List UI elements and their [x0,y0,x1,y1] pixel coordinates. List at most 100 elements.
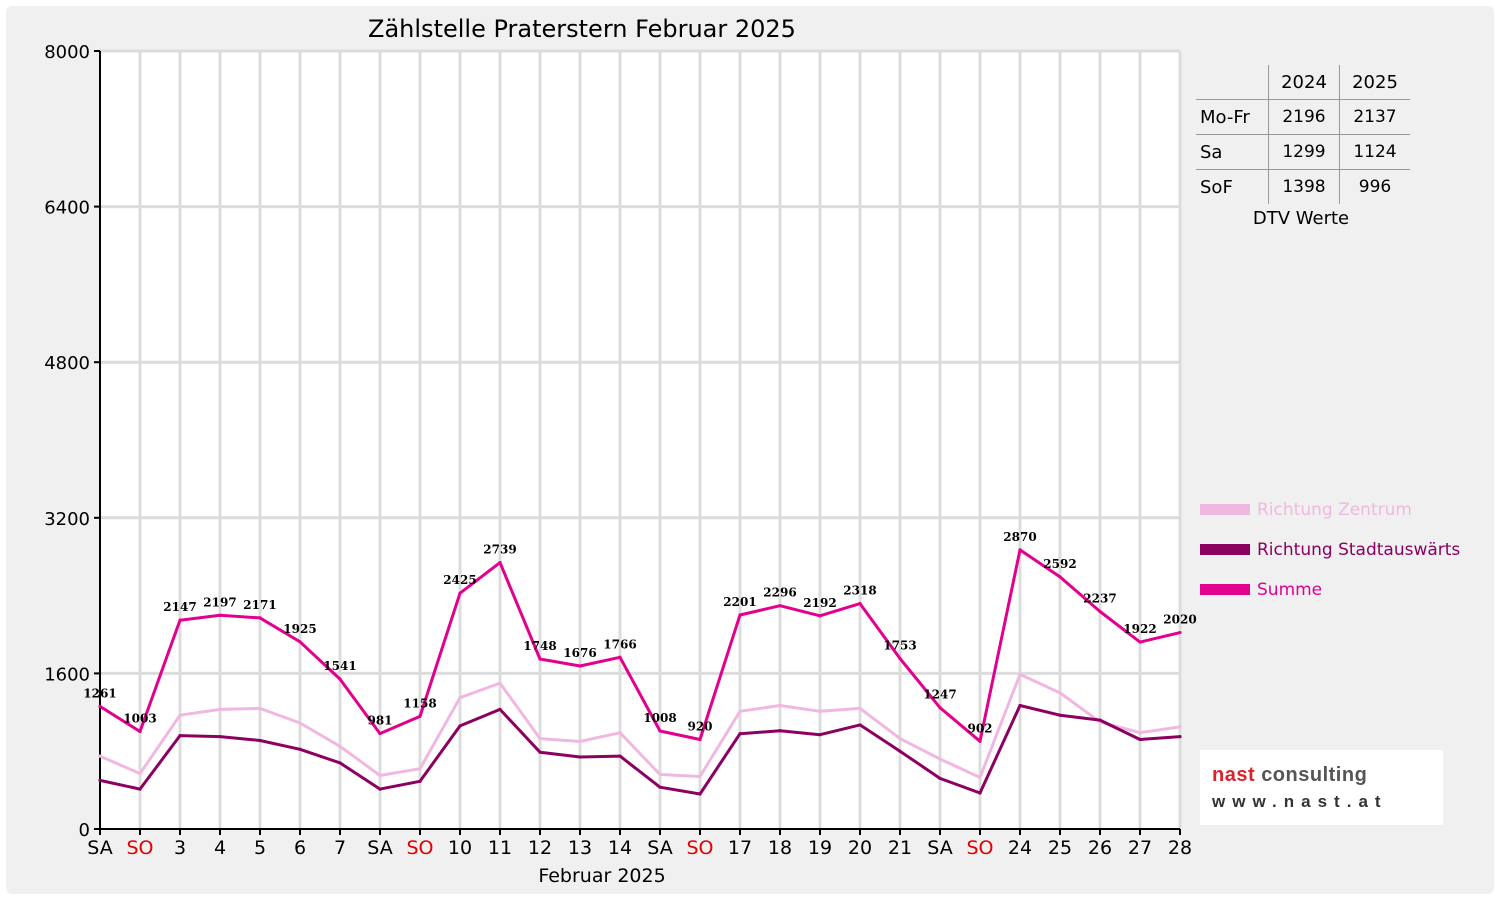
data-point [98,754,102,758]
data-point [338,761,342,765]
y-tick-label: 6400 [44,198,90,219]
x-tick-label: 12 [528,837,552,859]
data-point [1058,691,1062,695]
data-point [1058,713,1062,717]
data-point [978,739,982,743]
data-label: 2237 [1083,591,1116,605]
data-point [738,613,742,617]
x-tick-label: 20 [848,837,872,859]
data-point [818,614,822,618]
data-point [138,787,142,791]
data-point [778,729,782,733]
data-point [218,735,222,739]
legend-swatch [1200,504,1250,515]
data-point [778,703,782,708]
data-point [98,704,102,708]
data-point [1138,737,1142,742]
plot-area [100,51,1180,829]
data-label: 1003 [123,711,156,725]
chart-title: Zählstelle Praterstern Februar 2025 [368,15,796,43]
data-point [1018,703,1022,708]
x-tick-label: 17 [728,837,752,859]
data-point [418,779,422,783]
data-label: 1008 [643,711,676,725]
data-point [578,739,582,744]
dtv-table: 2024 2025 Mo-Fr 2196 2137 Sa 1299 1124 S… [1196,65,1410,204]
data-point [858,723,862,727]
y-tick-label: 0 [79,820,90,841]
data-label: 2296 [763,586,796,600]
data-label: 2147 [163,600,196,614]
data-point [578,664,582,668]
data-point [978,775,982,780]
data-label: 2197 [203,595,236,609]
x-tick-label: SA [647,837,672,859]
data-point [538,750,542,754]
x-tick-label: SA [927,837,952,859]
data-point [338,744,342,748]
x-tick-label: 6 [294,837,306,859]
data-point [858,706,862,711]
dtv-value-2024: 2196 [1268,99,1340,135]
data-point [978,791,982,795]
data-point [498,707,502,711]
data-label: 1753 [883,639,916,653]
data-point [1178,725,1182,729]
data-point [1098,718,1102,722]
x-tick-label: 21 [888,837,912,859]
data-label: 1922 [1123,622,1156,636]
x-tick-label: 13 [568,837,592,859]
x-tick-label: 7 [334,837,346,859]
dtv-col-2025: 2025 [1339,65,1410,100]
data-point [458,724,462,728]
data-label: 1158 [403,696,436,710]
x-tick-label: SA [87,837,112,859]
x-tick-label: 18 [768,837,792,859]
data-point [378,773,382,778]
data-point [1018,548,1022,552]
company-logo: nast consulting www.nast.at [1200,750,1443,825]
data-point [418,767,422,771]
logo-url: www.nast.at [1212,792,1388,811]
dtv-row-sof: SoF 1398 996 [1196,169,1410,204]
data-label: 1676 [563,646,596,660]
series-lines [98,548,1182,796]
dtv-corner [1196,65,1269,100]
x-tick-label: 27 [1128,837,1152,859]
data-point [178,618,182,622]
legend-label: Summe [1257,580,1322,600]
data-label: 2739 [483,543,516,557]
dtv-row-sa: Sa 1299 1124 [1196,134,1410,170]
x-tick-label: SO [966,837,993,859]
data-label: 2201 [723,595,756,609]
data-point [418,714,422,718]
data-point [818,733,822,737]
logo-word-nast: nast [1212,764,1256,786]
legend-swatch [1200,544,1250,555]
dtv-value-2025: 996 [1339,169,1410,204]
x-tick-label: SO [406,837,433,859]
series-line [99,672,1181,779]
data-point [218,613,222,617]
dtv-col-2024: 2024 [1268,65,1340,100]
data-label: 2870 [1003,530,1036,544]
data-label: 1247 [923,688,956,702]
data-point [938,757,942,761]
data-label: 1925 [283,622,316,636]
x-tick-label: 3 [174,837,186,859]
x-tick-label: 28 [1168,837,1192,859]
data-point [378,731,382,736]
data-point [658,772,662,777]
data-label: 1261 [83,686,116,700]
y-tick-label: 1600 [44,664,90,685]
data-label: 1748 [523,639,556,653]
x-tick-label: SO [686,837,713,859]
data-point [258,616,262,620]
dtv-value-2025: 2137 [1339,99,1410,135]
data-point [218,707,222,711]
data-point [298,640,302,644]
data-point [458,591,462,595]
data-point [658,729,662,733]
y-tick-label: 4800 [44,353,90,374]
data-point [1058,575,1062,579]
